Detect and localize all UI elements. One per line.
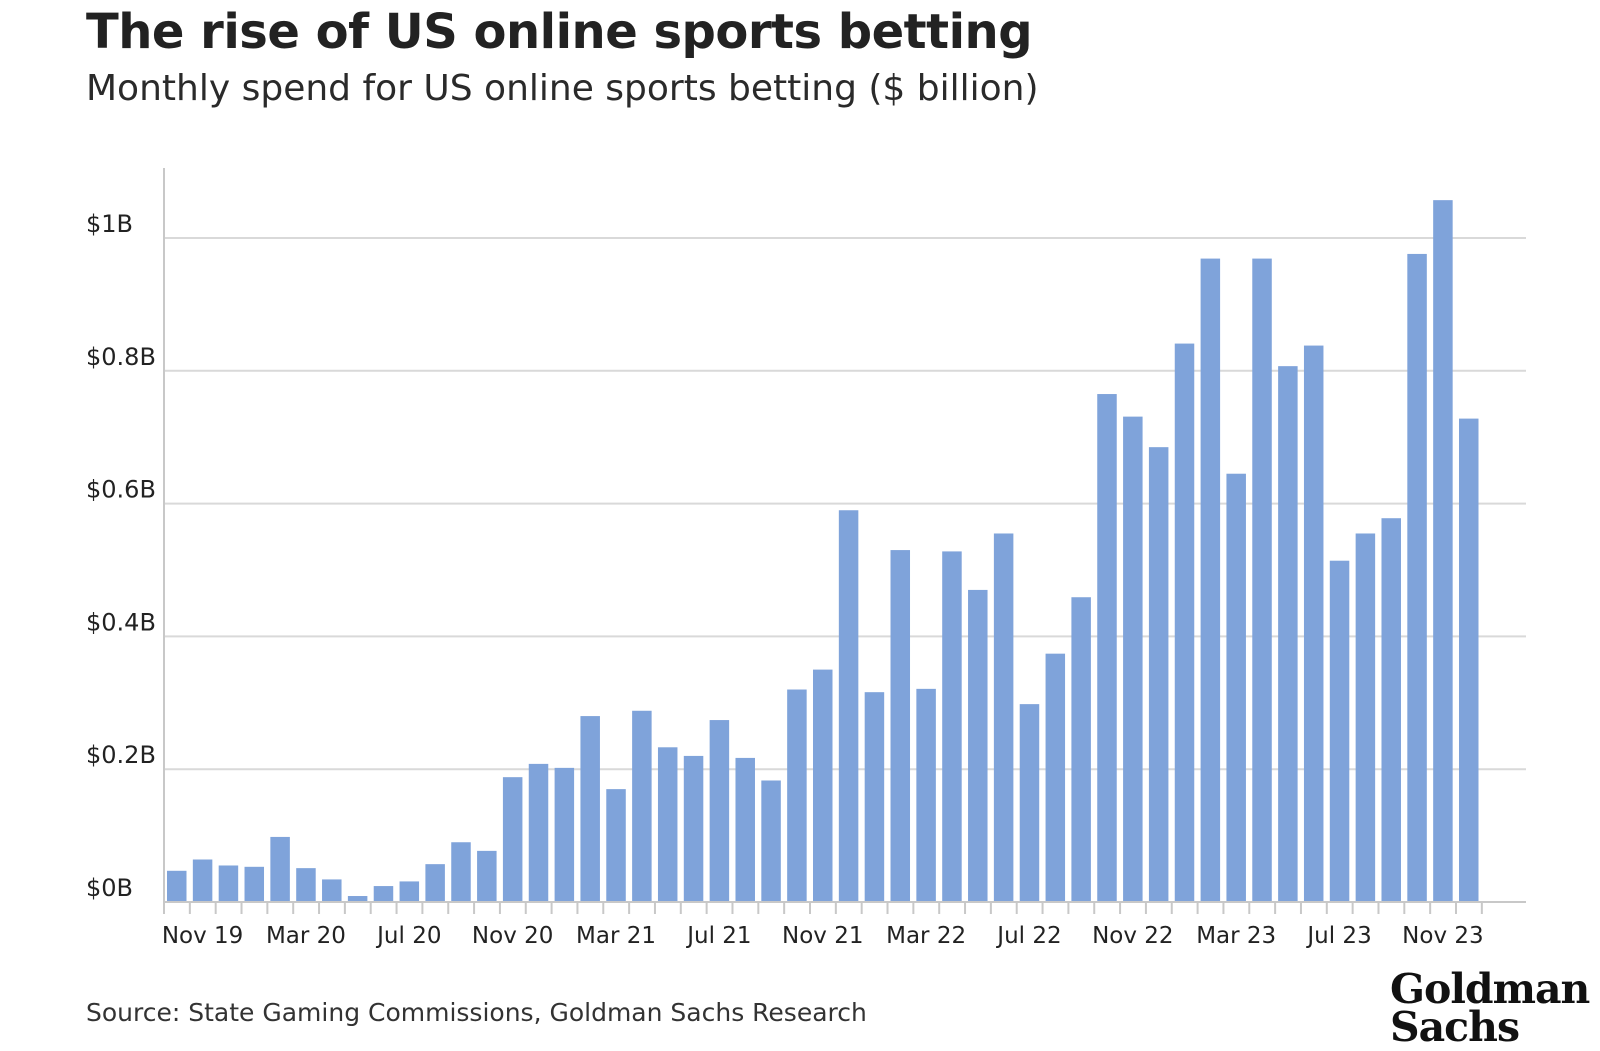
bar [580, 716, 600, 902]
bar [1148, 447, 1169, 902]
x-tick-label: Mar 23 [1196, 923, 1276, 949]
bar [942, 551, 962, 902]
bar [1123, 416, 1143, 902]
y-tick-label: $0B [86, 874, 133, 902]
bar [451, 842, 471, 902]
bar [1226, 473, 1246, 902]
y-tick-label: $0.6B [86, 476, 156, 504]
y-tick-label: $0.8B [86, 343, 156, 371]
goldman-sachs-logo: Goldman Sachs [1390, 965, 1590, 1051]
bar [322, 879, 342, 902]
bar [554, 767, 575, 902]
bar [1303, 345, 1324, 902]
bar [890, 550, 911, 902]
x-tick-label: Jul 23 [1305, 923, 1371, 949]
bar [192, 859, 213, 902]
logo-line-2: Sachs [1390, 1003, 1520, 1051]
x-tick-label: Jul 21 [685, 923, 751, 949]
x-tick-label: Jul 22 [995, 923, 1061, 949]
bar [1252, 258, 1272, 903]
bar-chart: $0B $0.2B $0.4B $0.6B $0.8B $1B Nov 19 Mar 20 Ju… [86, 168, 1526, 949]
bar [1200, 258, 1221, 903]
y-tick-label: $1B [86, 210, 133, 238]
bar [1174, 343, 1195, 902]
bar [347, 896, 368, 902]
x-tick-label: Mar 22 [886, 923, 966, 949]
bar [502, 777, 523, 902]
bar [813, 669, 833, 902]
x-tick-label: Mar 20 [266, 923, 346, 949]
bar [296, 868, 316, 902]
chart-subtitle: Monthly spend for US online sports betti… [86, 68, 1039, 109]
y-tick-label: $0.2B [86, 741, 156, 769]
bar [399, 881, 420, 902]
x-tick-label: Mar 21 [576, 923, 656, 949]
y-tick-label: $0.4B [86, 608, 156, 636]
bar [916, 688, 936, 902]
bar [218, 865, 239, 902]
bar [1329, 560, 1350, 902]
logo-line-1: Goldman [1390, 965, 1590, 1013]
x-tick-label: Nov 20 [472, 923, 553, 949]
bar [1433, 200, 1453, 903]
bar [1381, 518, 1401, 902]
bar [1278, 366, 1298, 903]
bar [270, 836, 290, 902]
x-tick-label: Jul 20 [375, 923, 441, 949]
x-tick-label: Nov 22 [1092, 923, 1173, 949]
bar [477, 850, 497, 902]
bar [1097, 394, 1117, 902]
bar [1355, 533, 1376, 902]
bar [1019, 704, 1040, 902]
x-tick-label: Nov 21 [782, 923, 863, 949]
bar [761, 780, 781, 902]
source-note: Source: State Gaming Commissions, Goldma… [86, 998, 867, 1027]
bar [864, 692, 885, 902]
bar [657, 747, 678, 902]
bar [425, 864, 445, 902]
bar [373, 886, 394, 902]
bar [838, 510, 859, 902]
bar [735, 757, 755, 902]
chart-title: The rise of US online sports betting [86, 4, 1033, 60]
x-tick-label: Nov 23 [1402, 923, 1483, 949]
bar [1407, 253, 1427, 902]
bar [683, 755, 704, 902]
x-tick-label: Nov 19 [162, 923, 243, 949]
bar [1459, 418, 1479, 902]
bar [1071, 597, 1091, 902]
bar [709, 720, 730, 902]
bar [528, 763, 549, 902]
bar [993, 533, 1014, 902]
bar [244, 866, 265, 902]
bar [1045, 653, 1066, 902]
bar [167, 870, 187, 902]
bar [632, 710, 652, 902]
bar [787, 689, 807, 902]
bar [968, 589, 988, 902]
bar [606, 789, 626, 902]
